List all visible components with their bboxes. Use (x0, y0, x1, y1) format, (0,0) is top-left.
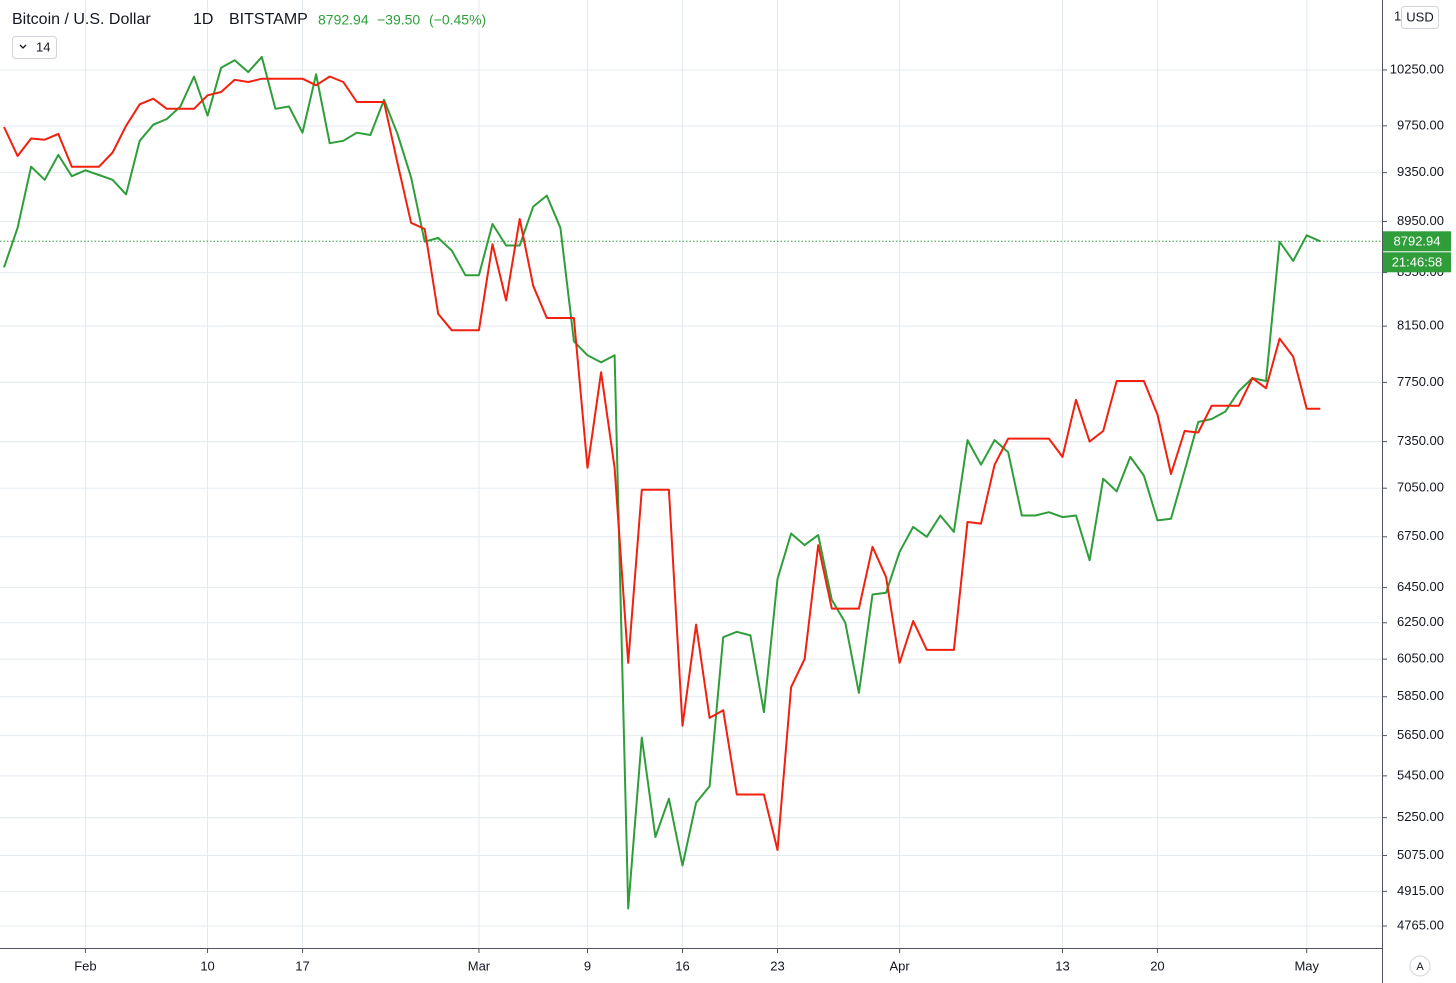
y-tick-label: 6050.00 (1397, 651, 1444, 666)
y-tick-label: 4915.00 (1397, 883, 1444, 898)
price-line (3, 75, 1321, 851)
x-tick-label: Apr (890, 958, 911, 973)
y-tick-label: 5650.00 (1397, 727, 1444, 742)
countdown-tag (1383, 252, 1451, 273)
y-tick-label: 8950.00 (1397, 213, 1444, 228)
y-tick-label: 5075.00 (1397, 847, 1444, 862)
x-tick-label: 20 (1150, 958, 1164, 973)
y-tick-label: 8150.00 (1397, 318, 1444, 333)
grid-layer (0, 0, 1382, 948)
price-change: −39.50 (377, 12, 420, 28)
y-tick-label: 6250.00 (1397, 614, 1444, 629)
auto-scale-button[interactable] (1409, 955, 1431, 977)
x-tick-label: 13 (1055, 958, 1069, 973)
y-tick-label: 10250.00 (1390, 61, 1444, 76)
countdown-label: 21:46:58 (1392, 255, 1443, 270)
y-tick-label: 5450.00 (1397, 767, 1444, 782)
line-layer (0, 55, 1382, 910)
y-tick-label: 6450.00 (1397, 579, 1444, 594)
x-tick-label: 16 (675, 958, 689, 973)
x-tick-label: 9 (584, 958, 591, 973)
price-change-percent: (−0.45%) (429, 12, 486, 28)
y-tick-label: 5850.00 (1397, 688, 1444, 703)
x-tick-label: 17 (295, 958, 309, 973)
auto-scale-label[interactable]: A (1416, 961, 1424, 973)
indicator-toggle-box[interactable] (12, 36, 57, 59)
scale-top-label: 1 (1394, 8, 1401, 23)
y-tick-label: 6750.00 (1397, 528, 1444, 543)
currency[interactable]: USD (1406, 9, 1433, 24)
last-price-tag (1383, 231, 1451, 252)
y-tick-label: 9750.00 (1397, 117, 1444, 132)
indicator-input[interactable]: 14 (36, 39, 50, 54)
x-tick-label: Mar (468, 958, 491, 973)
currency-box[interactable] (1401, 6, 1439, 29)
x-tick-label: Feb (74, 958, 96, 973)
time-axis-bg (0, 949, 1456, 983)
chevron-icon (19, 44, 27, 49)
last-price-tag-label: 8792.94 (1394, 234, 1441, 249)
price-line (3, 55, 1321, 910)
x-tick-label: May (1294, 958, 1319, 973)
exchange: BITSTAMP (229, 11, 308, 28)
x-tick-label: 10 (200, 958, 214, 973)
x-tick-label: 23 (770, 958, 784, 973)
y-tick-label: 7350.00 (1397, 433, 1444, 448)
y-tick-label: 7750.00 (1397, 374, 1444, 389)
last-price: 8792.94 (318, 12, 369, 28)
y-tick-label: 4765.00 (1397, 917, 1444, 932)
y-tick-label: 7050.00 (1397, 480, 1444, 495)
y-tick-label: 5250.00 (1397, 809, 1444, 824)
interval: 1D (193, 11, 213, 28)
symbol-title: Bitcoin / U.S. Dollar (12, 11, 151, 28)
y-tick-label: 9350.00 (1397, 164, 1444, 179)
price-axis-bg (1383, 0, 1456, 983)
indicator-toggle[interactable]: 14 (12, 36, 57, 59)
axis-layer: 10250.009750.009350.008950.008550.008150… (74, 61, 1451, 973)
